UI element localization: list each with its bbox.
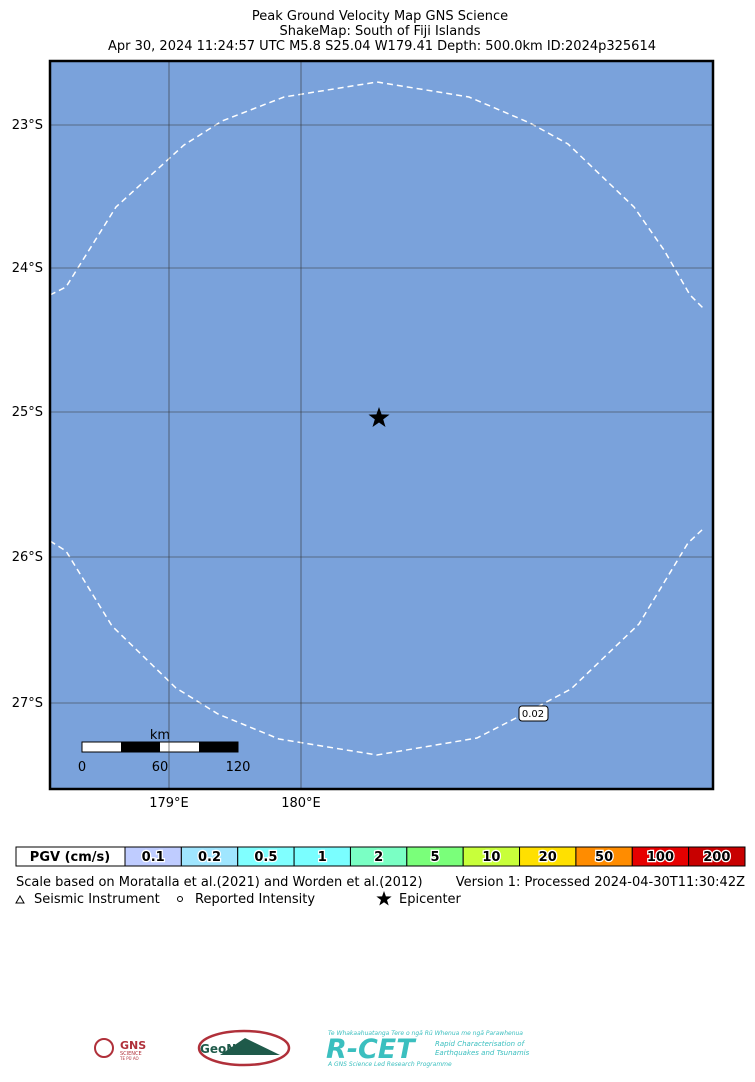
- version: Version 1: Processed 2024-04-30T11:30:42…: [456, 875, 745, 890]
- intensity-symbol: [177, 896, 183, 902]
- gns-logo: GNS SCIENCE TE PŪ AO: [94, 1038, 146, 1061]
- legend-label: 0.1: [142, 850, 165, 865]
- lat-label: 25°S: [12, 405, 43, 420]
- lon-label: 179°E: [149, 796, 189, 811]
- epicenter-symbol: [376, 891, 392, 906]
- symbol-label: Epicenter: [399, 892, 462, 907]
- instrument-symbol: [15, 894, 25, 904]
- map-area: [50, 61, 713, 789]
- subtitle: ShakeMap: South of Fiji Islands: [280, 24, 481, 39]
- event-info: Apr 30, 2024 11:24:57 UTC M5.8 S25.04 W1…: [108, 39, 656, 54]
- lat-label: 23°S: [12, 118, 43, 133]
- logo-text: GNS: [120, 1039, 146, 1052]
- lat-label: 27°S: [12, 696, 43, 711]
- logo-mark: [94, 1038, 114, 1058]
- scale-bar-segment: [199, 742, 238, 752]
- legend-label: 0.5: [254, 850, 277, 865]
- scale-label: 60: [152, 760, 169, 775]
- legend-label: 1: [318, 850, 327, 865]
- contour-label-box: [518, 705, 549, 722]
- lon-label: 180°E: [281, 796, 321, 811]
- logo-mark: [197, 1029, 291, 1067]
- legend-label: 100: [647, 850, 674, 865]
- contour: [49, 528, 704, 756]
- logo-text: Rapid Characterisation of: [435, 1040, 526, 1048]
- logo-text: R-CET: [326, 1034, 417, 1065]
- legend-label: 200: [703, 850, 730, 865]
- legend-label: 50: [595, 850, 613, 865]
- map: 0.02 km 0 60 120: [49, 61, 713, 789]
- logo-text: A GNS Science Led Research Programme: [327, 1061, 452, 1068]
- lat-label: 26°S: [12, 550, 43, 565]
- epicenter: [368, 407, 390, 427]
- legend-label: 20: [539, 850, 557, 865]
- legend-title: PGV (cm/s): [30, 850, 110, 865]
- legend-label: 0.2: [198, 850, 221, 865]
- symbol-label: Seismic Instrument: [34, 892, 160, 907]
- scale-label: 120: [226, 760, 251, 775]
- legend-label: 2: [374, 850, 383, 865]
- symbol-label: Reported Intensity: [195, 892, 315, 907]
- legend-cell: [688, 846, 746, 867]
- logo-text: SCIENCE: [120, 1051, 142, 1057]
- title: Peak Ground Velocity Map GNS Science: [252, 9, 508, 24]
- geonet-logo: GeoNet: [197, 1029, 291, 1067]
- contour-label: 0.02: [522, 709, 544, 720]
- logo-text: Earthquakes and Tsunamis: [435, 1049, 530, 1057]
- scale-note: Scale based on Moratalla et al.(2021) an…: [16, 875, 423, 890]
- logo-text: GeoNet: [200, 1042, 250, 1056]
- legend-label: 10: [482, 850, 500, 865]
- scale-bar-segment: [121, 742, 160, 752]
- legend: PGV (cm/s) 0.1 0.2 0.5 1 2 5 10 20 50 100 200: [15, 846, 746, 867]
- lat-label: 24°S: [12, 261, 43, 276]
- rcet-logo: Te Whakaahuatanga Tere o ngā Rū Whenua m…: [326, 1030, 530, 1068]
- logo-mark: [220, 1038, 280, 1055]
- scale-unit: km: [150, 728, 170, 743]
- map-frame: [48, 59, 715, 791]
- logo-text: TE PŪ AO: [119, 1056, 139, 1061]
- legend-label: 5: [430, 850, 439, 865]
- logo-text: Te Whakaahuatanga Tere o ngā Rū Whenua m…: [328, 1030, 523, 1037]
- scale-label: 0: [78, 760, 86, 775]
